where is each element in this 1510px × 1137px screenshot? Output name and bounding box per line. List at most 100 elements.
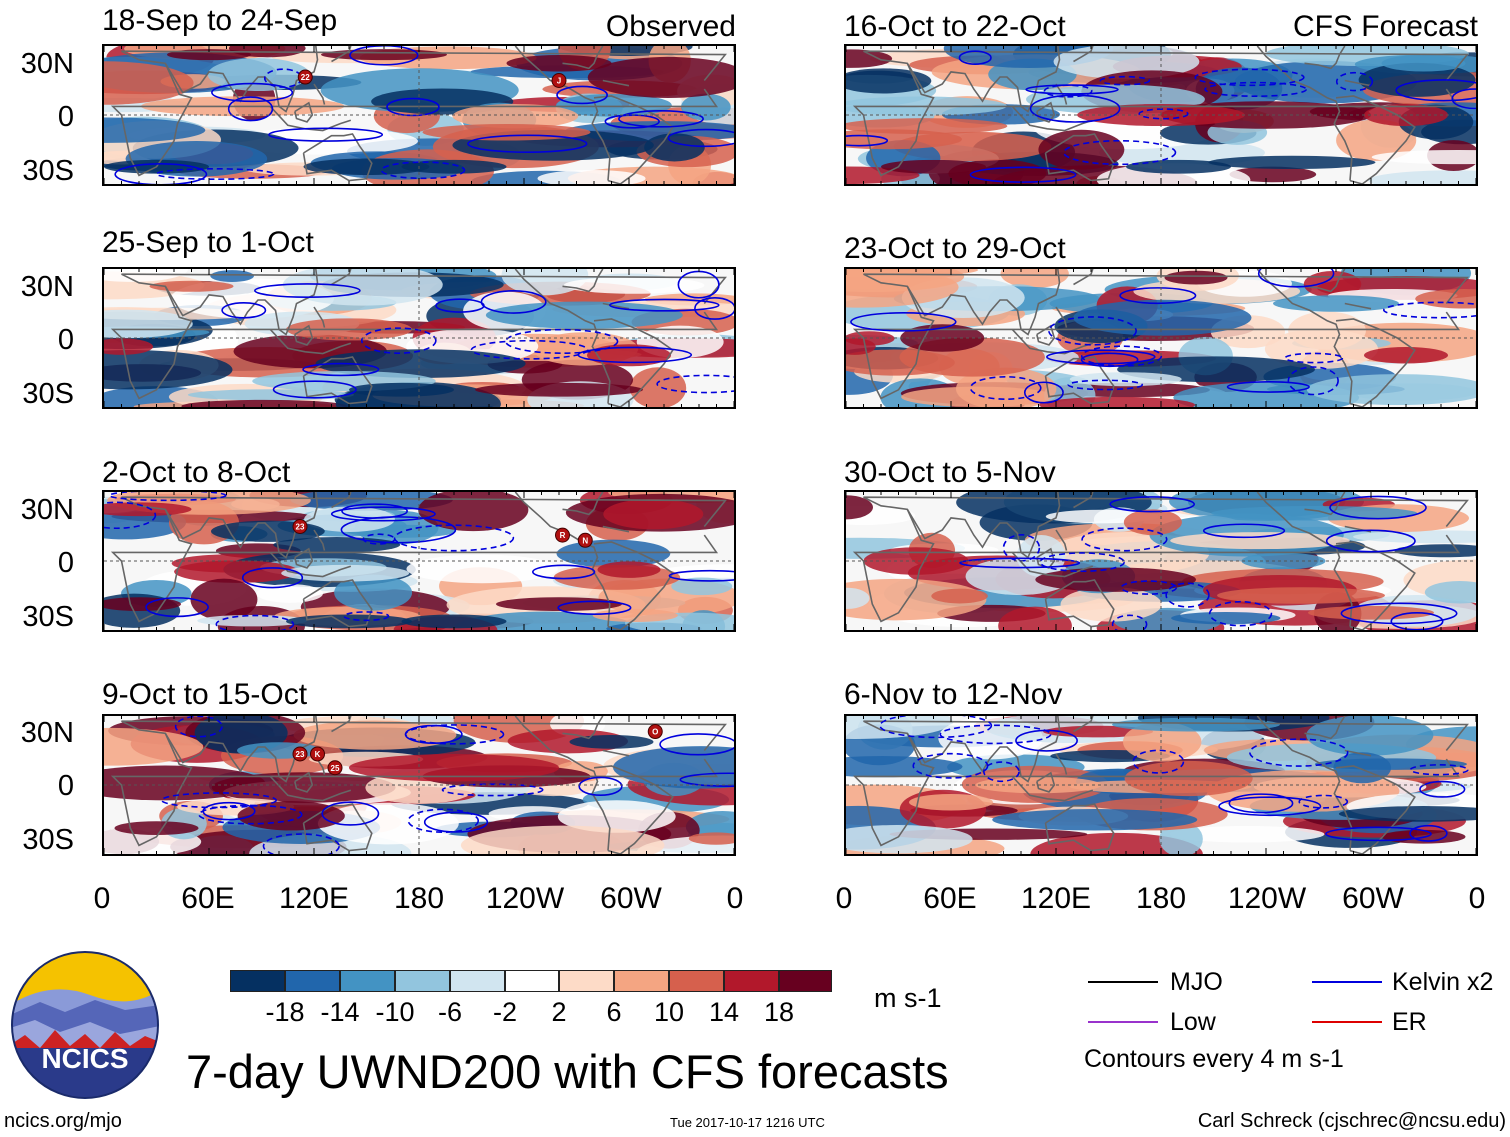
kelvin-contour [1340, 602, 1458, 625]
anomaly-patch [401, 614, 507, 629]
coastline [602, 525, 630, 533]
coastline [1335, 95, 1416, 184]
anomaly-patch [644, 133, 705, 162]
anomaly-patch [349, 753, 559, 782]
kelvin-contour [467, 134, 588, 153]
map-panel [844, 490, 1478, 632]
kelvin-contour [272, 380, 357, 399]
lon-label: 60E [923, 882, 977, 915]
anomaly-patch [1229, 166, 1317, 183]
anomaly-patch [1306, 716, 1434, 756]
kelvin-contour [404, 724, 463, 744]
colorbar-box [395, 970, 450, 992]
anomaly-patch [1211, 505, 1418, 521]
colorbar-label: -10 [375, 997, 415, 1027]
lon-label: 180 [393, 882, 445, 915]
coastline [852, 720, 1469, 847]
map-svg: 23 R N [104, 492, 734, 630]
anomaly-patch [688, 832, 734, 845]
anomaly-patch [475, 382, 643, 397]
kelvin-contour [423, 811, 489, 833]
storm-marker-label: O [652, 728, 658, 737]
kelvin-contour [656, 374, 734, 394]
kelvin-contour [609, 298, 720, 312]
anomaly-patch [1112, 717, 1280, 732]
kelvin-contour [679, 772, 734, 787]
storm-marker-label: N [582, 536, 588, 545]
kelvin-contour [1132, 749, 1185, 774]
contour-note: Contours every 4 m s-1 [1084, 1045, 1344, 1073]
coastline [294, 547, 314, 569]
colorbar-label: -18 [265, 997, 305, 1027]
kelvin-contour [1029, 94, 1121, 123]
kelvin-contour [104, 501, 157, 530]
kelvin-contour [557, 600, 632, 615]
storm-marker: O [647, 724, 663, 740]
panel-title-3: 2-Oct to 8-Oct [102, 456, 291, 489]
anomaly-patch [1164, 270, 1228, 285]
kelvin-contour [1119, 287, 1197, 305]
colorbar-label: -6 [437, 997, 462, 1027]
lon-label: 180 [1135, 882, 1187, 915]
kelvin-contour [532, 564, 596, 580]
coastline [302, 803, 373, 852]
map-panel [102, 267, 736, 409]
lat-label: 30N [20, 48, 74, 80]
kelvin-contour [504, 328, 619, 354]
legend-label-kelvin: Kelvin x2 [1392, 968, 1494, 996]
coastline [1036, 101, 1056, 123]
lon-label: 120W [1227, 882, 1307, 915]
colorbar-label: 6 [606, 997, 622, 1027]
coastline [110, 50, 727, 177]
kelvin-contour [1249, 738, 1349, 767]
anomaly-patch [846, 825, 973, 854]
kelvin-contour [321, 801, 380, 826]
map-svg [846, 269, 1476, 407]
site-link[interactable]: ncics.org/mjo [4, 1110, 122, 1132]
colorbar-box [230, 970, 285, 992]
anomaly-patch [256, 584, 323, 603]
anomaly-patch [557, 800, 676, 833]
anomaly-patch [863, 547, 969, 575]
anomaly-patch [317, 802, 459, 845]
coastline [313, 83, 326, 105]
anomaly-patch [174, 560, 299, 583]
coastline [1304, 269, 1346, 293]
kelvin-contour [1081, 527, 1168, 552]
anomaly-patch [114, 821, 199, 836]
kelvin-contour [145, 597, 209, 618]
kelvin-contour [1284, 352, 1344, 364]
coastline [514, 46, 611, 181]
colorbar-box [779, 970, 832, 992]
forecast-label: CFS Forecast [1292, 10, 1478, 43]
anomaly-patch [563, 276, 705, 294]
anomaly-patch [1126, 159, 1231, 174]
map-svg: 23 K 25 O [104, 716, 734, 854]
map-panel [844, 44, 1478, 186]
coastline [331, 46, 352, 63]
timestamp: Tue 2017-10-17 1216 UTC [670, 1115, 825, 1130]
coastline [1335, 541, 1416, 630]
kelvin-contour [1298, 794, 1349, 809]
colorbar-box [285, 970, 340, 992]
storm-marker-label: 23 [296, 523, 305, 532]
coastline [1055, 529, 1068, 551]
kelvin-contour [349, 46, 419, 66]
kelvin-contour [1226, 381, 1310, 393]
storm-marker-label: 22 [301, 73, 310, 82]
ncics-logo: NCICS [10, 950, 160, 1100]
kelvin-contour [1109, 496, 1196, 513]
coastline [1073, 269, 1094, 286]
coastline [1344, 749, 1372, 757]
lat-label: 30S [22, 601, 74, 633]
anomaly-patch [1338, 806, 1476, 822]
coastline [1304, 46, 1346, 70]
coastline [1073, 46, 1094, 63]
observed-label: Observed [605, 10, 736, 43]
anomaly-patch [1358, 62, 1476, 97]
anomaly-patch [587, 56, 734, 98]
storm-marker: 25 [327, 760, 343, 776]
coastline [1036, 771, 1056, 793]
kelvin-contour [407, 808, 480, 833]
kelvin-contour [659, 733, 734, 756]
